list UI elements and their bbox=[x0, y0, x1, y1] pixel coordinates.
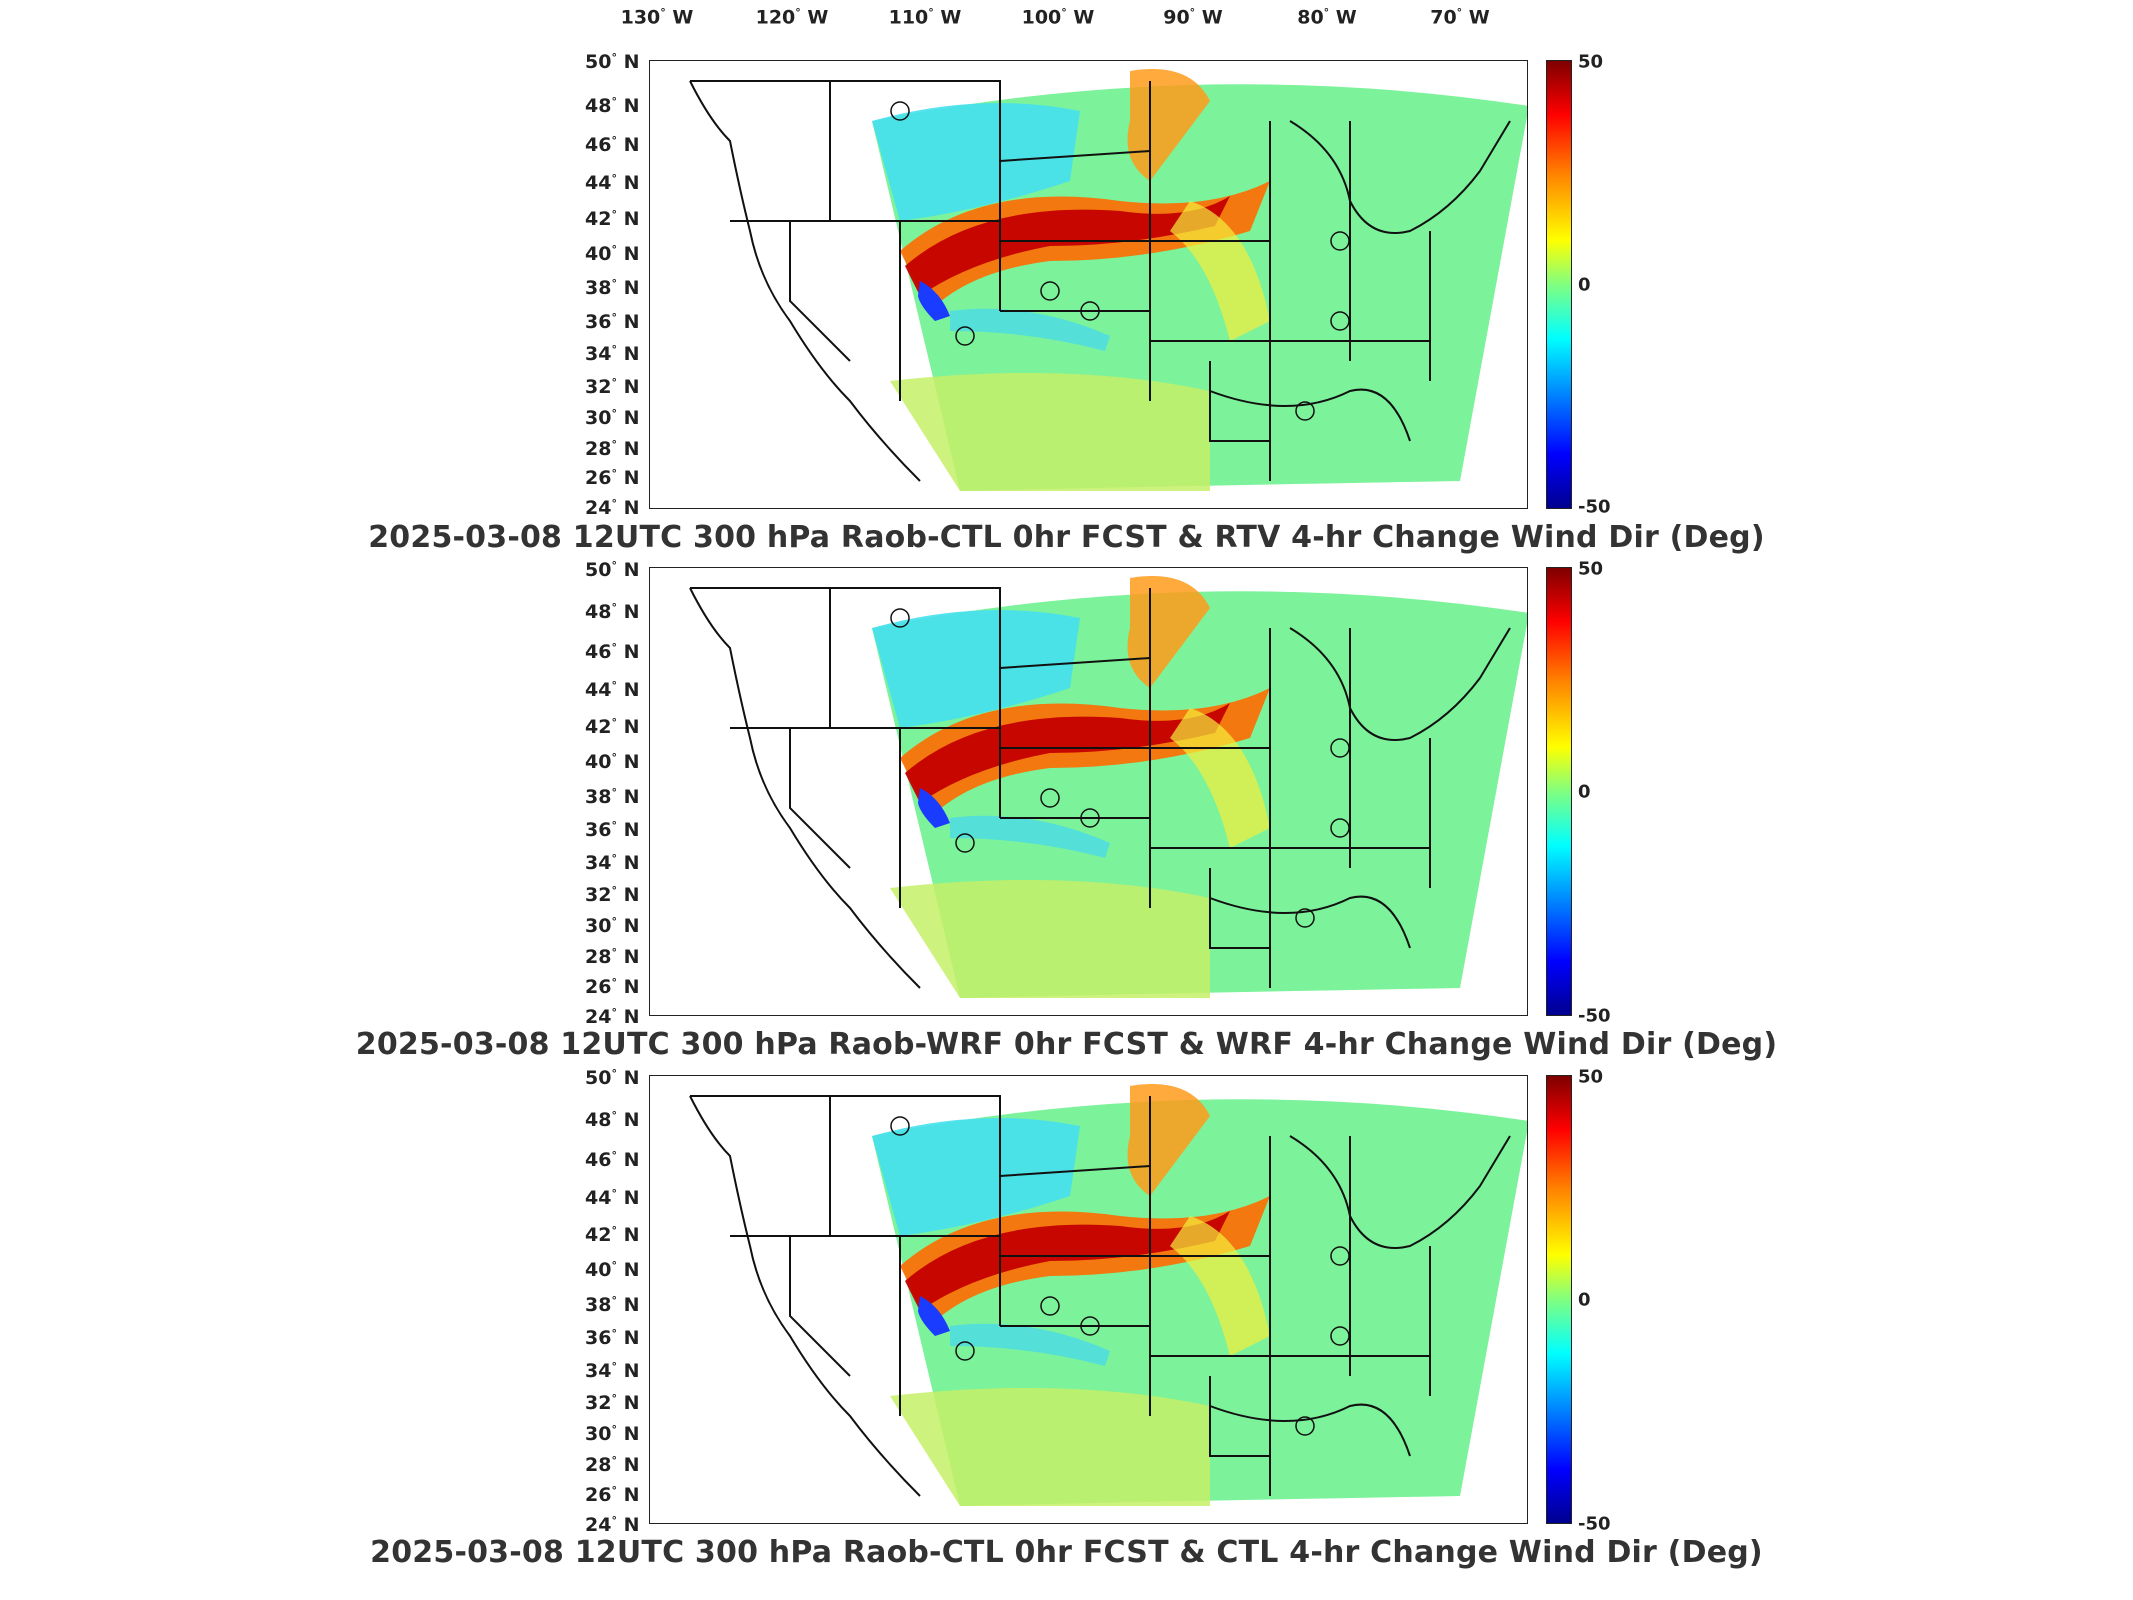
lat-label-44: 44° N bbox=[585, 171, 640, 195]
lat-label-40: 40° N bbox=[585, 242, 640, 266]
lat-label-46: 46° N bbox=[585, 1148, 640, 1172]
lat-label-38: 38° N bbox=[585, 1293, 640, 1317]
colorbar-2-max: 50 bbox=[1578, 558, 1604, 580]
lon-label-130: 130° W bbox=[620, 6, 694, 29]
colorbar-1-max: 50 bbox=[1578, 51, 1604, 73]
lat-label-26: 26° N bbox=[585, 1483, 640, 1507]
lat-label-26: 26° N bbox=[585, 466, 640, 490]
lat-label-50: 50° N bbox=[585, 558, 640, 582]
lat-label-36: 36° N bbox=[585, 1326, 640, 1350]
panel-3-title: 2025-03-08 12UTC 300 hPa Raob-CTL 0hr FC… bbox=[370, 1535, 1763, 1570]
colorbar-1-min: -50 bbox=[1578, 496, 1611, 518]
lat-label-34: 34° N bbox=[585, 1359, 640, 1383]
lat-label-32: 32° N bbox=[585, 375, 640, 399]
lat-label-30: 30° N bbox=[585, 406, 640, 430]
lat-label-48: 48° N bbox=[585, 94, 640, 118]
lat-label-34: 34° N bbox=[585, 342, 640, 366]
lat-label-38: 38° N bbox=[585, 276, 640, 300]
colorbar-3-min: -50 bbox=[1578, 1513, 1611, 1535]
lat-label-32: 32° N bbox=[585, 1391, 640, 1415]
lat-label-26: 26° N bbox=[585, 975, 640, 999]
lat-label-24: 24° N bbox=[585, 1513, 640, 1537]
lat-label-42: 42° N bbox=[585, 715, 640, 739]
colorbar-1 bbox=[1546, 60, 1572, 509]
colorbar-2 bbox=[1546, 567, 1572, 1016]
map-panel-1 bbox=[649, 60, 1528, 509]
lat-label-24: 24° N bbox=[585, 496, 640, 520]
colorbar-3-max: 50 bbox=[1578, 1066, 1604, 1088]
lat-label-42: 42° N bbox=[585, 207, 640, 231]
colorbar-2-mid: 0 bbox=[1578, 781, 1591, 803]
lat-label-24: 24° N bbox=[585, 1005, 640, 1029]
lon-label-110: 110° W bbox=[888, 6, 962, 29]
lat-label-48: 48° N bbox=[585, 1108, 640, 1132]
lat-label-46: 46° N bbox=[585, 640, 640, 664]
colorbar-3-mid: 0 bbox=[1578, 1289, 1591, 1311]
colorbar-1-mid: 0 bbox=[1578, 274, 1591, 296]
lat-label-50: 50° N bbox=[585, 50, 640, 74]
lon-label-80: 80° W bbox=[1297, 6, 1357, 29]
lat-label-40: 40° N bbox=[585, 1258, 640, 1282]
lat-label-38: 38° N bbox=[585, 785, 640, 809]
colorbar-2-min: -50 bbox=[1578, 1005, 1611, 1027]
lat-label-32: 32° N bbox=[585, 883, 640, 907]
lat-label-28: 28° N bbox=[585, 1453, 640, 1477]
lat-label-28: 28° N bbox=[585, 437, 640, 461]
lon-label-70: 70° W bbox=[1430, 6, 1490, 29]
lat-label-30: 30° N bbox=[585, 914, 640, 938]
lat-label-44: 44° N bbox=[585, 678, 640, 702]
lat-label-48: 48° N bbox=[585, 600, 640, 624]
lat-label-34: 34° N bbox=[585, 851, 640, 875]
lat-label-46: 46° N bbox=[585, 133, 640, 157]
lat-label-50: 50° N bbox=[585, 1066, 640, 1090]
lon-label-90: 90° W bbox=[1163, 6, 1223, 29]
panel-2-title: 2025-03-08 12UTC 300 hPa Raob-WRF 0hr FC… bbox=[355, 1027, 1778, 1062]
lat-label-40: 40° N bbox=[585, 750, 640, 774]
map-panel-2 bbox=[649, 567, 1528, 1016]
map-panel-3 bbox=[649, 1075, 1528, 1524]
lat-label-28: 28° N bbox=[585, 945, 640, 969]
panel-1-title: 2025-03-08 12UTC 300 hPa Raob-CTL 0hr FC… bbox=[368, 520, 1765, 555]
lat-label-36: 36° N bbox=[585, 310, 640, 334]
lat-label-36: 36° N bbox=[585, 818, 640, 842]
lon-label-100: 100° W bbox=[1021, 6, 1095, 29]
lat-label-30: 30° N bbox=[585, 1422, 640, 1446]
colorbar-3 bbox=[1546, 1075, 1572, 1524]
lat-label-44: 44° N bbox=[585, 1186, 640, 1210]
lat-label-42: 42° N bbox=[585, 1223, 640, 1247]
lon-label-120: 120° W bbox=[755, 6, 829, 29]
